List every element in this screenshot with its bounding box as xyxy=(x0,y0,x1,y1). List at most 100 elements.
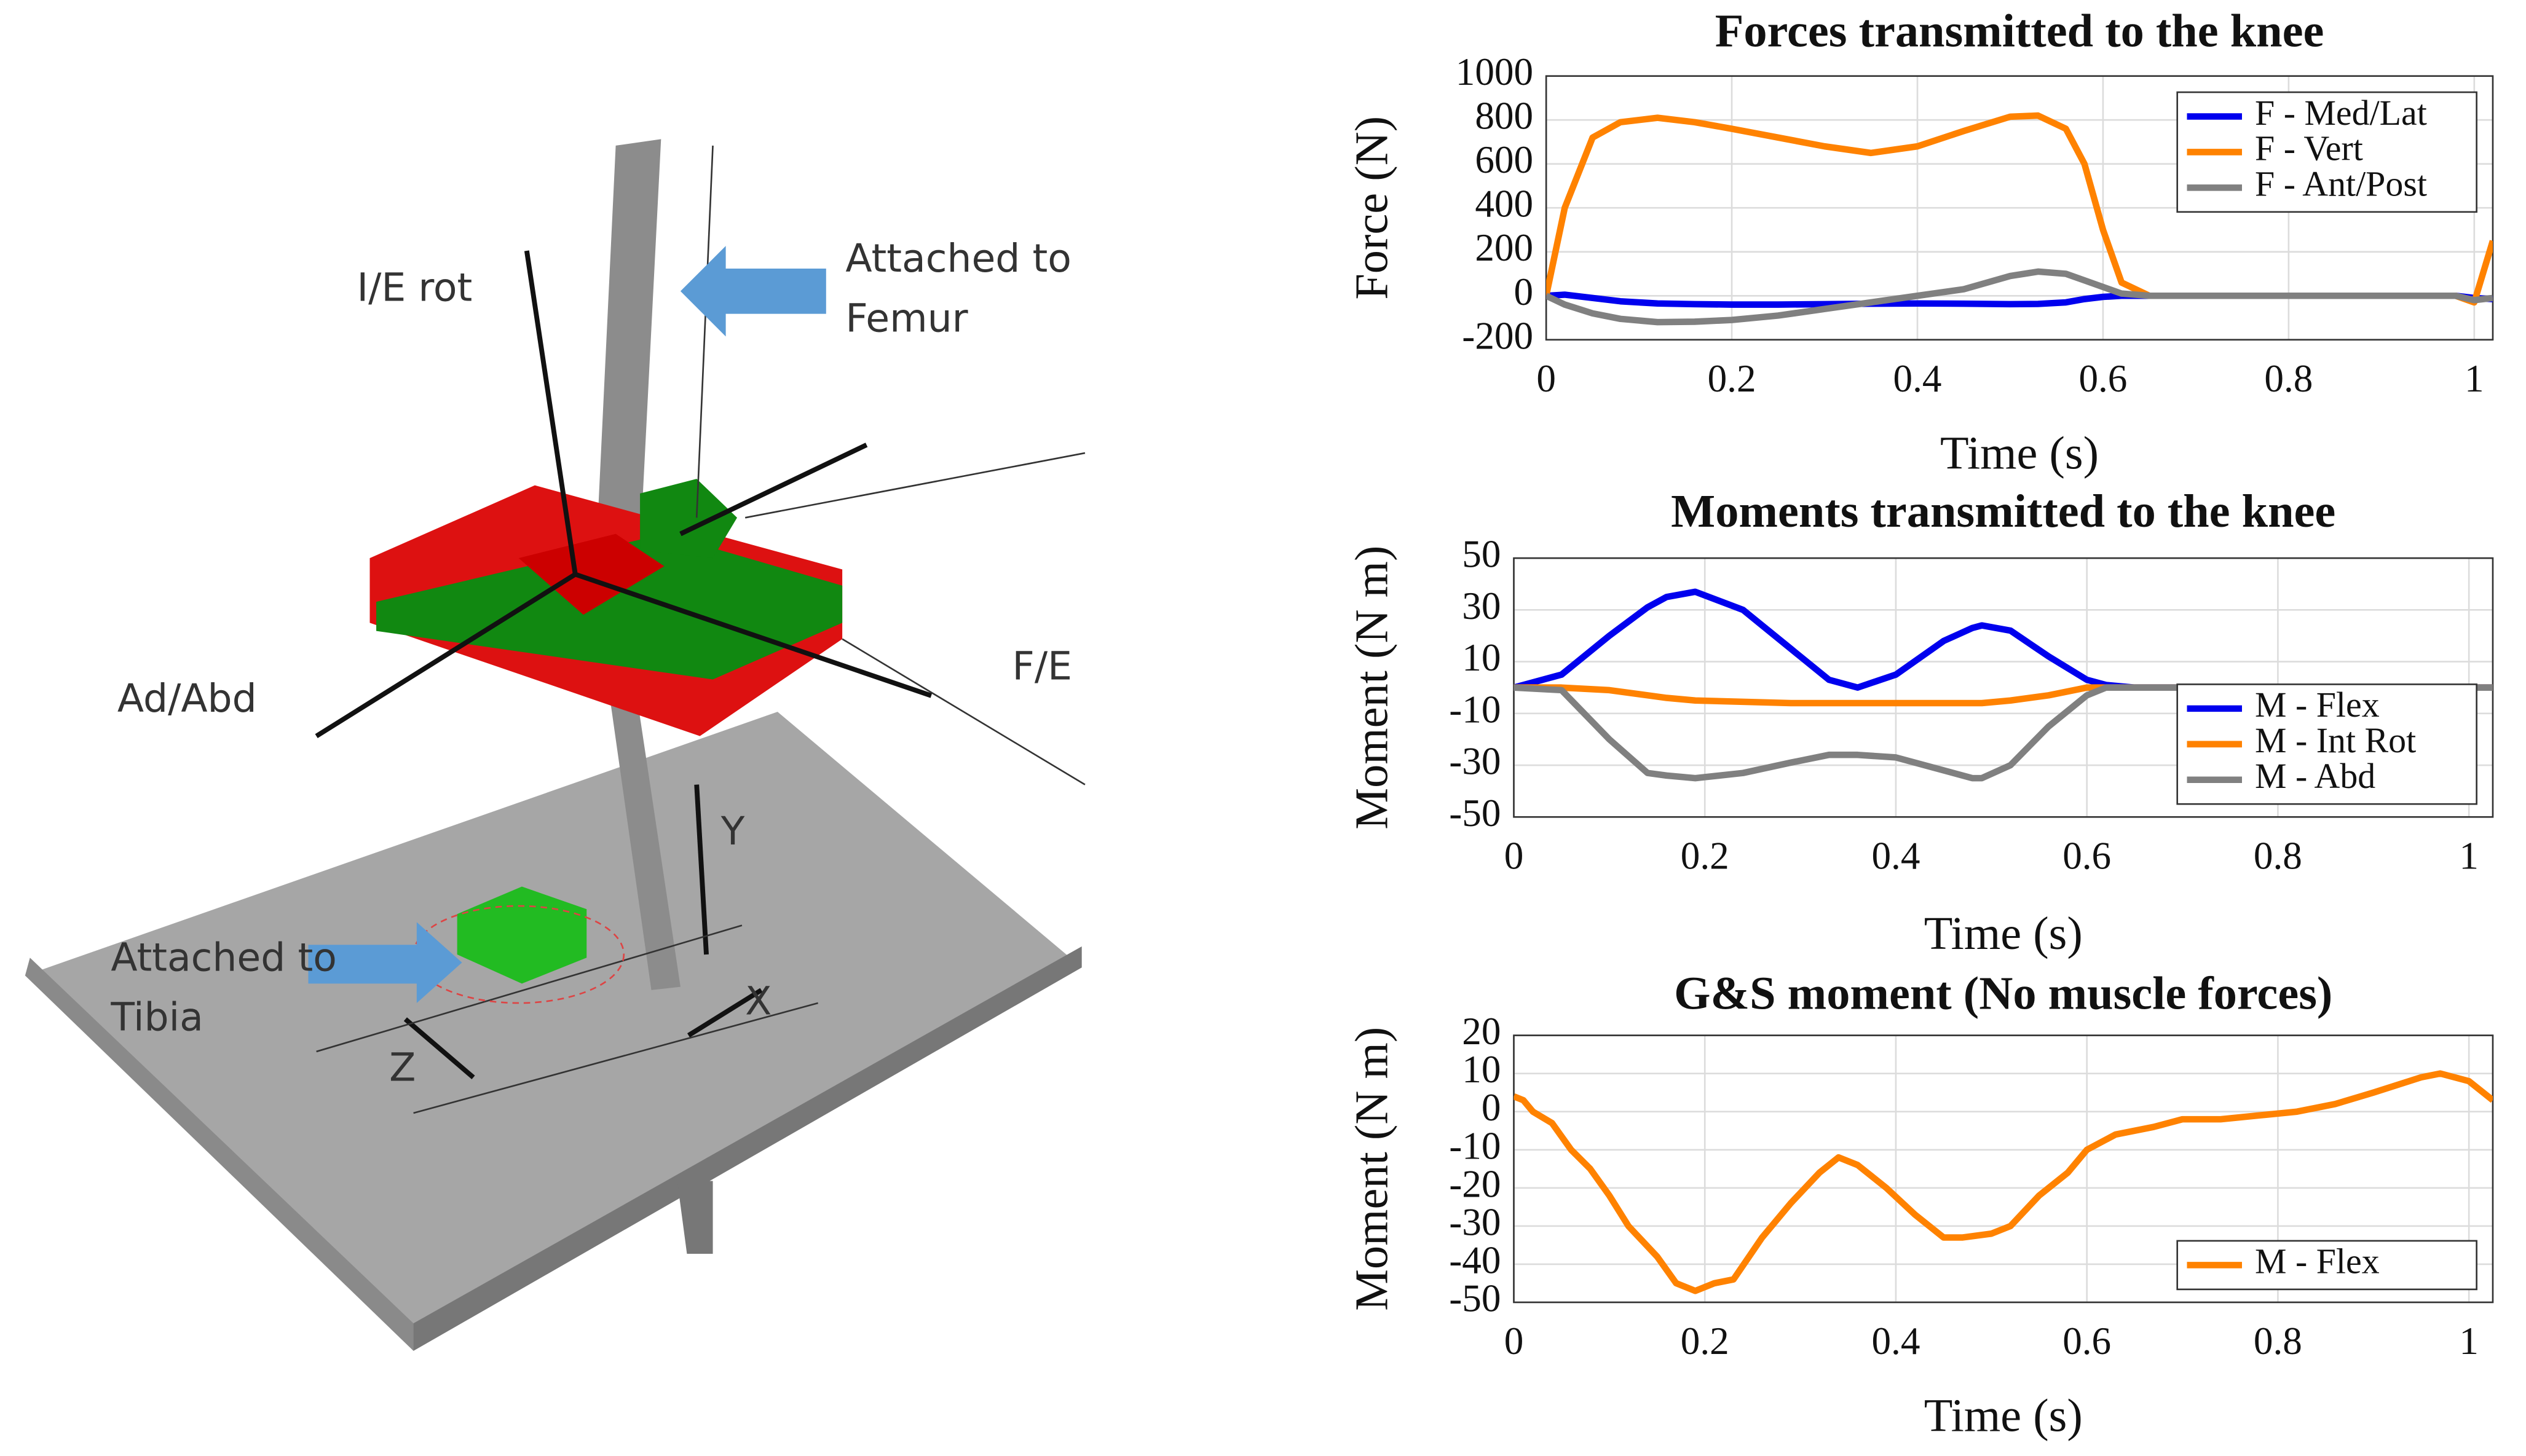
legend-box xyxy=(2176,1240,2477,1291)
x-tick-label: 0.2 xyxy=(1681,835,1729,878)
x-tick-label: 0.4 xyxy=(1893,357,1942,400)
guide-line xyxy=(316,924,743,1053)
axes xyxy=(315,250,933,1080)
y-tick-label: -30 xyxy=(1449,740,1501,783)
legend-label: F - Ant/Post xyxy=(2255,164,2427,204)
diagram-label: Z xyxy=(389,1044,416,1090)
x-tick-label: 0.6 xyxy=(2078,357,2127,400)
y-tick-label: 20 xyxy=(1462,1010,1501,1053)
x-tick-label: 0 xyxy=(1504,1320,1524,1363)
legend-label: M - Flex xyxy=(2255,1242,2380,1281)
x-tick-label: 0.8 xyxy=(2264,357,2313,400)
diagram-label: Ad/Abd xyxy=(117,675,257,721)
x-tick-label: 0.4 xyxy=(1871,835,1920,878)
x-axis-label: Time (s) xyxy=(1924,1390,2083,1442)
femur-pole xyxy=(596,139,661,550)
series-line xyxy=(1514,684,2493,782)
y-tick-label: 200 xyxy=(1475,226,1533,269)
x-tick-label: 0 xyxy=(1536,357,1556,400)
plot-frame xyxy=(1513,1034,2494,1304)
x-tick-label: 0.8 xyxy=(2254,835,2302,878)
axis-arrow xyxy=(687,988,763,1037)
y-tick-label: -200 xyxy=(1462,314,1533,357)
series-line xyxy=(1514,1070,2493,1294)
diagram-label: Y xyxy=(720,808,745,854)
y-tick-label: 10 xyxy=(1462,1048,1501,1091)
y-tick-label: -50 xyxy=(1449,792,1501,835)
axis-arrow xyxy=(574,572,933,698)
y-tick-label: -40 xyxy=(1449,1238,1501,1281)
x-tick-label: 0.6 xyxy=(2062,1320,2111,1363)
axis-arrow xyxy=(524,250,578,575)
axis-arrow xyxy=(315,572,577,739)
y-axis-label: Moment (N m) xyxy=(1345,546,1397,830)
x-tick-label: 0.8 xyxy=(2254,1320,2302,1363)
y-tick-label: -30 xyxy=(1449,1200,1501,1243)
axis-arrow xyxy=(403,1017,475,1080)
plate-edge xyxy=(25,958,414,1351)
y-tick-label: -20 xyxy=(1449,1162,1501,1205)
plate-edge xyxy=(413,946,1082,1351)
chart-title: G&S moment (No muscle forces) xyxy=(1674,967,2332,1020)
diagram-label: F/E xyxy=(1012,643,1073,689)
plate-leg xyxy=(677,1181,713,1254)
plot-frame xyxy=(1545,75,2494,341)
legend-label: M - Int Rot xyxy=(2255,720,2416,760)
guide-line xyxy=(842,638,1086,785)
guide-line xyxy=(413,1002,818,1114)
tibia-block xyxy=(376,533,843,680)
x-tick-label: 1 xyxy=(2459,1320,2479,1363)
series-line xyxy=(1546,268,2493,326)
diagram-label: Attached to xyxy=(111,934,337,980)
y-tick-label: 10 xyxy=(1462,636,1501,679)
axis-arrow xyxy=(679,443,868,537)
diagram-label: Femur xyxy=(845,296,968,341)
y-tick-label: 50 xyxy=(1462,533,1501,576)
y-tick-label: 30 xyxy=(1462,584,1501,628)
diagram-label: X xyxy=(745,978,772,1023)
y-tick-label: -10 xyxy=(1449,1124,1501,1167)
condyle xyxy=(640,479,738,559)
knee-model-diagram: I/E rot Attached to Femur F/E Ad/Abd Att… xyxy=(25,139,1086,1351)
diagram-label: Tibia xyxy=(110,994,203,1040)
y-tick-label: -50 xyxy=(1449,1277,1501,1320)
plate xyxy=(25,712,1082,1351)
y-tick-label: 0 xyxy=(1482,1086,1501,1129)
y-axis-label: Force (N) xyxy=(1345,116,1397,300)
guide-line xyxy=(695,145,714,518)
x-tick-label: 0.2 xyxy=(1681,1320,1729,1363)
axis-arrow xyxy=(694,784,709,955)
diagram-label: Attached to xyxy=(845,235,1071,281)
femur-arrow xyxy=(680,246,826,337)
diagram-label: I/E rot xyxy=(357,265,472,310)
y-axis-label: Moment (N m) xyxy=(1345,1027,1397,1311)
x-axis-label: Time (s) xyxy=(1940,427,2099,479)
legend-label: F - Vert xyxy=(2255,128,2363,168)
guide-line xyxy=(744,452,1086,519)
x-tick-label: 0 xyxy=(1504,835,1524,878)
x-tick-label: 0.6 xyxy=(2062,835,2111,878)
x-tick-label: 0.4 xyxy=(1871,1320,1920,1363)
tibia-marker xyxy=(457,886,587,984)
legend-label: M - Flex xyxy=(2255,685,2380,725)
y-tick-label: 800 xyxy=(1475,95,1533,138)
y-tick-label: 0 xyxy=(1514,270,1534,313)
y-tick-label: 400 xyxy=(1475,183,1533,226)
x-axis-label: Time (s) xyxy=(1924,907,2083,959)
chart-title: Moments transmitted to the knee xyxy=(1671,485,2335,537)
condyle xyxy=(518,533,665,615)
chart-title: Forces transmitted to the knee xyxy=(1715,4,2324,57)
legend-label: F - Med/Lat xyxy=(2255,93,2427,133)
x-tick-label: 1 xyxy=(2459,835,2479,878)
x-tick-label: 0.2 xyxy=(1708,357,1756,400)
series-line xyxy=(1514,588,2493,691)
tibia-arrow xyxy=(308,922,462,1003)
y-tick-label: -10 xyxy=(1449,688,1501,731)
legend-label: M - Abd xyxy=(2255,756,2375,796)
y-tick-label: 600 xyxy=(1475,138,1533,181)
